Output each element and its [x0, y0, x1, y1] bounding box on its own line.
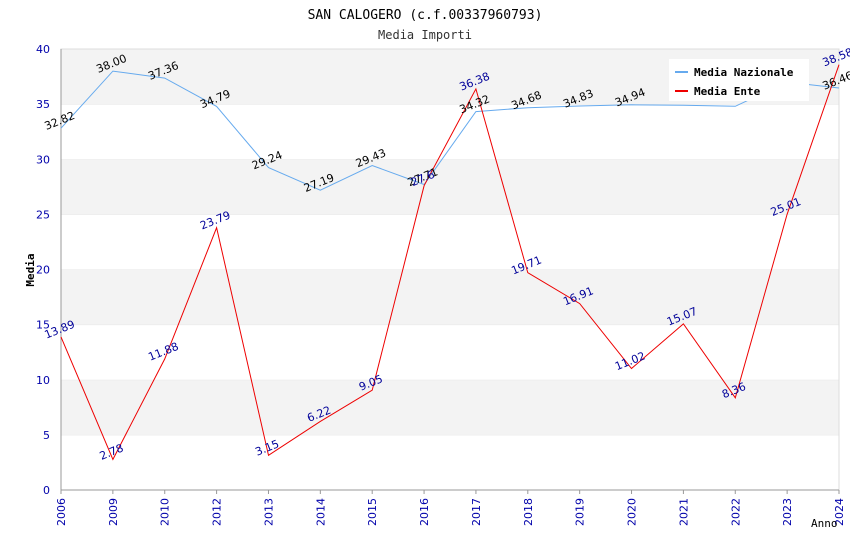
grid-band — [61, 214, 839, 270]
legend-entry: Media Ente — [694, 85, 761, 98]
x-tick-label: 2023 — [781, 498, 794, 526]
x-axis-label: Anno — [811, 517, 838, 530]
chart-subtitle: Media Importi — [378, 28, 472, 42]
series-lines — [60, 64, 840, 461]
x-tick-label: 2013 — [262, 498, 275, 526]
chart-title: SAN CALOGERO (c.f.00337960793) — [308, 8, 543, 23]
grid-band — [61, 159, 839, 215]
x-tick-label: 2009 — [107, 498, 120, 526]
y-tick-label: 5 — [43, 429, 50, 442]
x-tick-label: 2022 — [729, 498, 742, 526]
y-tick-label: 25 — [36, 208, 50, 221]
series-line-media-ente — [60, 64, 840, 461]
x-tick-label: 2010 — [159, 498, 172, 526]
grid-bands — [60, 48, 840, 491]
x-tick-label: 2018 — [522, 498, 535, 526]
x-tick-label: 2020 — [626, 498, 639, 526]
x-tick-label: 2016 — [418, 498, 431, 526]
grid-band — [61, 324, 839, 380]
x-tick-label: 2012 — [211, 498, 224, 526]
y-tick-label: 30 — [36, 153, 50, 166]
x-tick-label: 2019 — [574, 498, 587, 526]
x-tick-label: 2006 — [55, 498, 68, 526]
y-tick-label: 10 — [36, 374, 50, 387]
x-tick-label: 2014 — [314, 498, 327, 526]
x-tick-label: 2021 — [677, 498, 690, 526]
y-tick-label: 15 — [36, 319, 50, 332]
grid-band — [61, 104, 839, 160]
grid-band — [61, 379, 839, 435]
y-axis-label: Media — [24, 253, 37, 286]
x-tick-label: 2017 — [470, 498, 483, 526]
y-tick-label: 0 — [43, 484, 50, 497]
legend-entry: Media Nazionale — [694, 66, 794, 79]
legend-box — [669, 59, 809, 101]
x-tick-label: 2024 — [833, 498, 846, 526]
grid-band — [61, 434, 839, 490]
grid-band — [61, 269, 839, 325]
y-tick-label: 20 — [36, 264, 50, 277]
y-tick-label: 35 — [36, 98, 50, 111]
y-axis: 0 5 10 15 20 25 30 35 40 — [36, 43, 62, 497]
x-tick-label: 2015 — [366, 498, 379, 526]
series-line-media-nazionale — [60, 70, 840, 191]
legend: Media Nazionale Media Ente — [669, 59, 809, 101]
x-axis: 2006 2009 2010 2012 2013 2014 2015 2016 2017 2018… — [55, 489, 846, 526]
y-tick-label: 40 — [36, 43, 50, 56]
